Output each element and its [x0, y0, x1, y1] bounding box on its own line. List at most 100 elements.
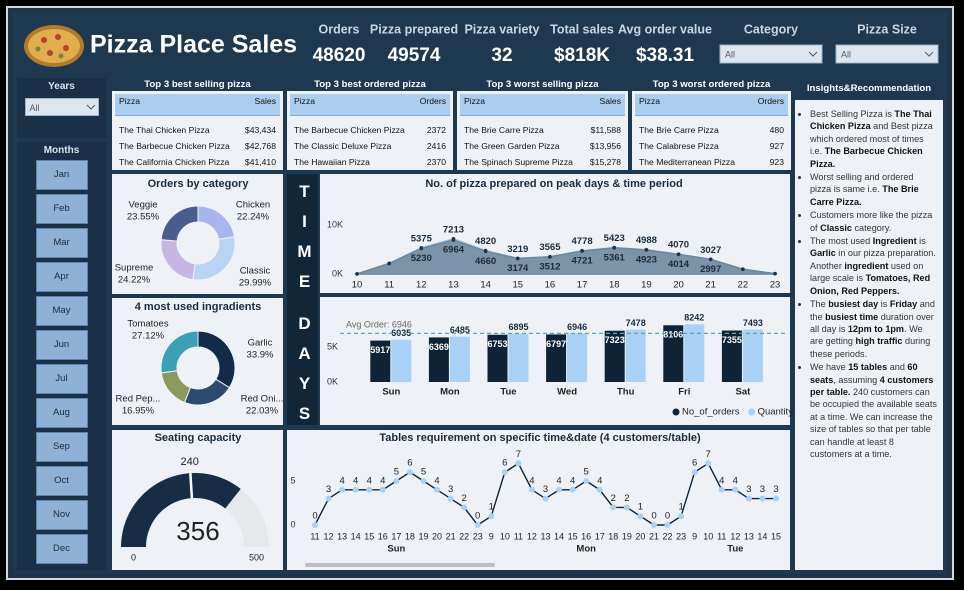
- insight-text: during these periods.: [810, 336, 931, 359]
- table: Pizza Orders The Brie Carre Pizza 480 The Ca…: [632, 91, 791, 170]
- table-header: Pizza Sales: [115, 94, 280, 116]
- insight-text: , assuming: [833, 374, 880, 385]
- years-dropdown[interactable]: All: [24, 98, 99, 116]
- insight-text: 4 customers per table.: [810, 374, 934, 397]
- insight-text: Best Selling Pizza is: [810, 109, 895, 119]
- table-cell: The Classic Deluxe Pizza: [294, 141, 392, 151]
- table-cell: 2372: [426, 125, 446, 135]
- table: Pizza Sales The Brie Carre Pizza $11,588 The…: [457, 91, 628, 170]
- column-header: Pizza: [639, 96, 661, 106]
- column-header: Sales: [599, 96, 622, 106]
- table: Pizza Sales The Thai Chicken Pizza $43,434 T…: [112, 91, 283, 170]
- month-button[interactable]: Jul: [35, 364, 88, 394]
- table-title: Top 3 worst selling pizza: [457, 78, 628, 91]
- insight-text: Tomatoes, Red Onion, Red Peppers.: [810, 273, 931, 296]
- month-button[interactable]: Oct: [35, 466, 88, 496]
- month-button[interactable]: Feb: [35, 194, 88, 224]
- insight-text: The most used: [810, 236, 873, 247]
- table-cell: 927: [769, 141, 784, 151]
- table-title: Top 3 worst ordered pizza: [632, 78, 791, 91]
- month-button[interactable]: Sep: [35, 432, 88, 462]
- column-header: Pizza: [119, 96, 141, 106]
- table-row: The Classic Deluxe Pizza 2416: [290, 138, 450, 154]
- table-row: The California Chicken Pizza $41,410: [115, 154, 280, 170]
- insight-text: 60 seats: [810, 362, 918, 385]
- insight-text: ingredient: [844, 260, 889, 271]
- month-button[interactable]: Dec: [35, 534, 88, 564]
- table-title: Top 3 best ordered pizza: [287, 78, 453, 91]
- table-header: Pizza Orders: [635, 94, 788, 116]
- table-panel: Top 3 best ordered pizza Pizza Orders The B…: [287, 78, 453, 170]
- table-cell: $42,768: [244, 141, 276, 151]
- table-row: The Barbecue Chicken Pizza 2372: [290, 122, 450, 138]
- insight-text: Ingredient: [872, 236, 917, 247]
- insight: Worst selling and ordered pizza is same …: [810, 171, 937, 208]
- table-cell: The Mediterranean Pizza: [639, 157, 736, 167]
- table-cell: The Thai Chicken Pizza: [119, 125, 210, 135]
- month-button[interactable]: Mar: [35, 228, 88, 258]
- table-row: The Mediterranean Pizza 923: [635, 154, 788, 170]
- month-button[interactable]: Nov: [35, 500, 88, 530]
- table-panel: Top 3 best selling pizza Pizza Sales The Th…: [112, 78, 283, 170]
- insight-text: . We are getting: [810, 323, 923, 347]
- insight-text: The Brie Carre Pizza.: [810, 184, 919, 207]
- insight-text: The Thai Chicken Pizza: [810, 109, 932, 132]
- insight: Customers more like the pizza of Classic…: [810, 209, 937, 234]
- insight-text: is: [916, 236, 926, 247]
- insight-text: and the: [810, 299, 935, 322]
- table-row: The Thai Chicken Pizza $43,434: [115, 122, 280, 138]
- table-header: Pizza Sales: [460, 94, 625, 116]
- column-header: Orders: [757, 96, 784, 106]
- insight-text: Classic: [820, 222, 852, 233]
- table-panel: Top 3 worst ordered pizza Pizza Orders The …: [632, 78, 791, 170]
- table-row: The Brie Carre Pizza 480: [635, 122, 788, 138]
- panel: [320, 174, 790, 293]
- insight-text: category.: [851, 222, 892, 233]
- insights-panel: Insights&Recommendation Best Selling Piz…: [795, 78, 943, 570]
- table-row: The Green Garden Pizza $13,956: [460, 138, 625, 154]
- side-label: DAYS: [295, 314, 314, 434]
- table-cell: The Barbecue Chicken Pizza: [294, 125, 405, 135]
- table-cell: The Brie Carre Pizza: [464, 125, 544, 135]
- insight-text: duration over all day is: [810, 311, 934, 334]
- insight: Best Selling Pizza is The Thai Chicken P…: [810, 108, 937, 170]
- table-row: The Hawaiian Pizza 2370: [290, 154, 450, 170]
- insight: The most used Ingredient is Garlic in ou…: [810, 235, 937, 297]
- insight-text: in our pizza preparation. Another: [810, 248, 936, 271]
- table-cell: The Spinach Supreme Pizza: [464, 157, 573, 167]
- month-button[interactable]: Apr: [35, 262, 88, 292]
- table-cell: $15,278: [589, 157, 621, 167]
- table-cell: The Brie Carre Pizza: [639, 125, 719, 135]
- month-button[interactable]: Jan: [35, 160, 88, 190]
- months-panel: Months Jan Feb Mar Apr May Jun Jul Aug Sep Oct Nov…: [17, 142, 106, 570]
- table-title: Top 3 best selling pizza: [112, 78, 283, 91]
- insight: The busiest day is Friday and the busies…: [810, 298, 937, 360]
- panel: [112, 174, 283, 294]
- table-row: The Brie Carre Pizza $11,588: [460, 122, 625, 138]
- month-button[interactable]: Jun: [35, 330, 88, 360]
- panel: [112, 430, 283, 570]
- insight-text: The: [810, 299, 829, 310]
- table-row: The Calabrese Pizza 927: [635, 138, 788, 154]
- insight-text: and: [887, 362, 908, 373]
- column-header: Pizza: [464, 96, 486, 106]
- panel: [287, 430, 790, 570]
- years-label: Years: [48, 81, 75, 92]
- column-header: Orders: [419, 96, 446, 106]
- table-header: Pizza Orders: [290, 94, 450, 116]
- table-cell: 923: [769, 157, 784, 167]
- insight-text: high traffic: [855, 336, 903, 347]
- month-button[interactable]: Aug: [35, 398, 88, 428]
- table-cell: $41,410: [244, 157, 276, 167]
- insight-text: 15 tables: [848, 362, 888, 373]
- table-cell: 480: [769, 125, 784, 135]
- side-strip: [287, 174, 318, 425]
- table-cell: $13,956: [589, 141, 621, 151]
- months-label: Months: [43, 145, 80, 156]
- insight-text: Friday: [889, 299, 918, 310]
- table-cell: The Green Garden Pizza: [464, 141, 560, 151]
- panel: [320, 297, 790, 425]
- month-button[interactable]: May: [35, 296, 88, 326]
